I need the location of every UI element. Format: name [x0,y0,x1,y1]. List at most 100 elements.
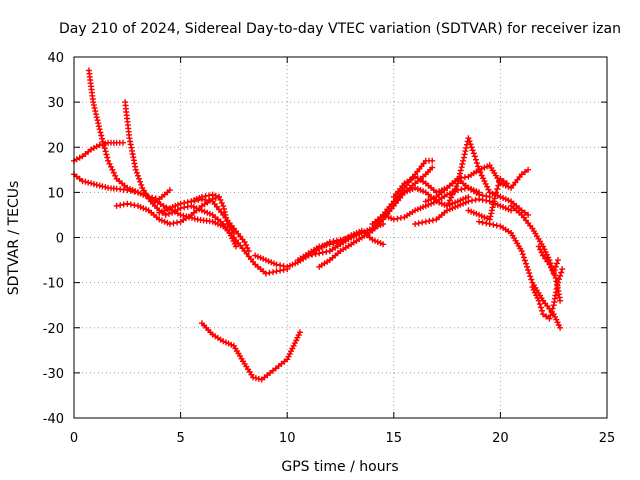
data-point [145,193,152,200]
data-point [270,269,276,276]
data-point [521,169,528,176]
data-point [95,120,102,127]
data-point [243,242,249,248]
data-point [550,270,557,277]
data-point [503,180,510,187]
data-point [473,160,480,166]
data-point [165,210,172,217]
data-point [262,270,269,277]
series-arc-1 [85,67,291,277]
data-point [99,183,106,190]
data-point [467,141,474,148]
data-point [540,311,546,318]
data-point [556,276,562,283]
data-point [496,179,503,186]
data-point [546,315,553,322]
data-point [527,273,534,280]
series-arc-4 [71,171,173,203]
data-point [483,197,490,204]
data-point [127,187,134,194]
data-point [458,186,465,193]
data-point [222,211,229,218]
y-tick-label: -30 [43,367,64,382]
data-point [93,114,100,121]
data-point [202,193,209,200]
data-point [184,199,191,206]
data-point [543,313,550,320]
y-tick-label: 10 [47,186,64,201]
data-point [138,181,145,188]
data-point [333,239,340,246]
data-point [475,163,481,170]
y-tick-label: -10 [43,277,64,292]
x-tick-label: 0 [70,431,78,446]
data-point [460,157,467,164]
data-point [91,105,98,112]
data-point [230,230,237,236]
data-point [535,297,542,304]
data-point [465,198,472,205]
data-point [523,260,529,267]
data-point [494,186,501,192]
data-point [461,151,468,158]
data-point [419,219,426,226]
data-point [117,202,124,209]
data-point [136,175,142,182]
x-axis-label: GPS time / hours [281,459,398,475]
data-point [525,211,532,218]
data-point [277,267,284,274]
series-line [478,221,561,329]
data-point [465,135,472,142]
data-point [490,221,497,228]
data-point [524,263,530,270]
data-point [209,191,216,198]
x-tick-label: 20 [492,431,509,446]
data-point [540,252,546,259]
data-point [206,197,212,204]
data-point [470,150,477,157]
data-point [461,185,468,192]
data-point [530,286,537,293]
data-point [132,166,139,173]
series-arc-20 [476,218,564,331]
data-point [537,304,544,311]
data-point [206,192,212,199]
series-arc-8 [198,320,303,383]
data-point [479,196,486,203]
data-point [471,153,478,160]
data-point [135,172,141,179]
data-point [525,267,532,273]
data-point [316,250,323,257]
data-point [526,270,533,277]
data-point [190,204,197,210]
y-tick-label: -20 [43,322,64,337]
series-line [201,322,301,381]
data-point [520,254,527,261]
data-point [463,144,470,151]
data-point [309,251,316,258]
data-point [162,211,169,218]
data-point [555,257,561,264]
data-point [216,193,222,200]
y-tick-label: 20 [47,141,64,156]
series-arc-3 [71,139,126,164]
x-tick-label: 10 [279,431,296,446]
data-point [380,241,387,248]
data-point [166,187,173,194]
y-tick-label: 40 [47,51,64,66]
data-point [472,156,479,163]
data-point [152,195,159,202]
data-point [127,201,134,208]
data-point [190,197,197,204]
data-point [557,272,564,279]
data-point [557,324,564,331]
data-point [326,241,333,248]
y-tick-label: 0 [56,232,64,247]
data-point [455,177,462,184]
data-point [429,157,436,164]
data-point [102,184,109,191]
data-point [102,148,109,155]
data-point [459,161,466,167]
data-point [277,262,284,269]
